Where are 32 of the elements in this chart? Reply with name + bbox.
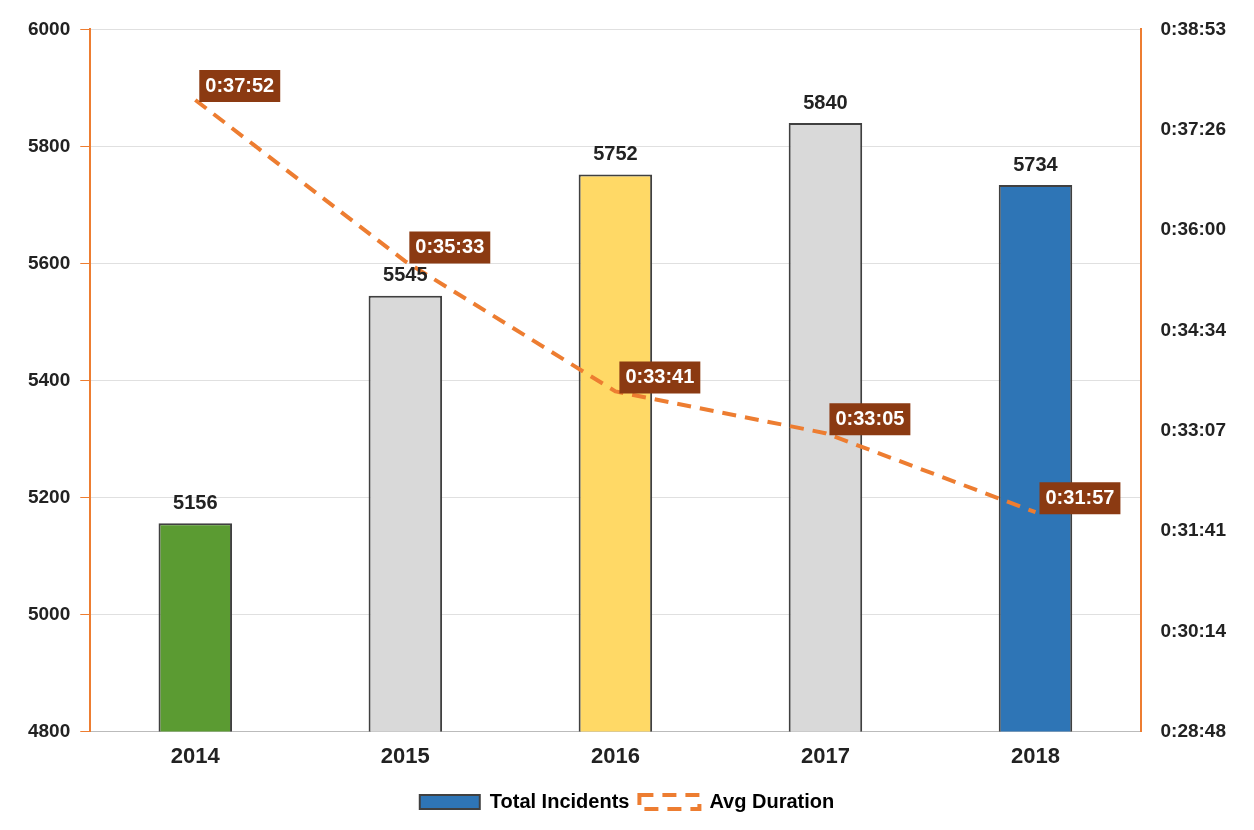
data-label: 5156 (173, 490, 218, 513)
y2-tick-label: 0:38:53 (1160, 17, 1227, 39)
y2-tick-label: 0:30:14 (1160, 619, 1227, 641)
y-tick-label: 5600 (27, 251, 71, 273)
data-label: 0:31:57 (1045, 485, 1115, 508)
x-tick-label: 2015 (380, 742, 430, 768)
data-label: 5545 (383, 263, 428, 286)
y2-tick-label: 0:36:00 (1160, 218, 1227, 240)
y2-tick-label: 0:37:26 (1160, 117, 1227, 139)
y2-tick-label: 0:28:48 (1160, 719, 1227, 741)
data-label: 0:35:33 (415, 234, 485, 257)
x-tick-label: 2014 (170, 742, 221, 768)
y2-tick-label: 0:33:07 (1160, 418, 1227, 440)
y-tick-label: 6000 (27, 17, 71, 39)
legend-label: Total Incidents (489, 789, 630, 812)
data-label: 0:33:41 (625, 364, 695, 387)
legend-label: Avg Duration (709, 789, 835, 812)
y-tick-label: 4800 (27, 719, 71, 741)
y-tick-label: 5800 (27, 134, 71, 156)
data-label: 5840 (803, 90, 848, 113)
y2-tick-label: 0:34:34 (1160, 318, 1227, 340)
y-tick-label: 5000 (27, 602, 71, 624)
x-tick-label: 2017 (800, 742, 850, 768)
y-tick-label: 5200 (27, 485, 71, 507)
data-label: 0:33:05 (835, 406, 905, 429)
x-tick-label: 2016 (590, 742, 640, 768)
data-label: 5752 (593, 142, 638, 165)
data-label: 0:37:52 (205, 73, 275, 96)
data-label: 5734 (1013, 152, 1059, 175)
x-tick-label: 2018 (1011, 742, 1060, 768)
y-tick-label: 5400 (27, 368, 71, 390)
y2-tick-label: 0:31:41 (1160, 519, 1227, 541)
